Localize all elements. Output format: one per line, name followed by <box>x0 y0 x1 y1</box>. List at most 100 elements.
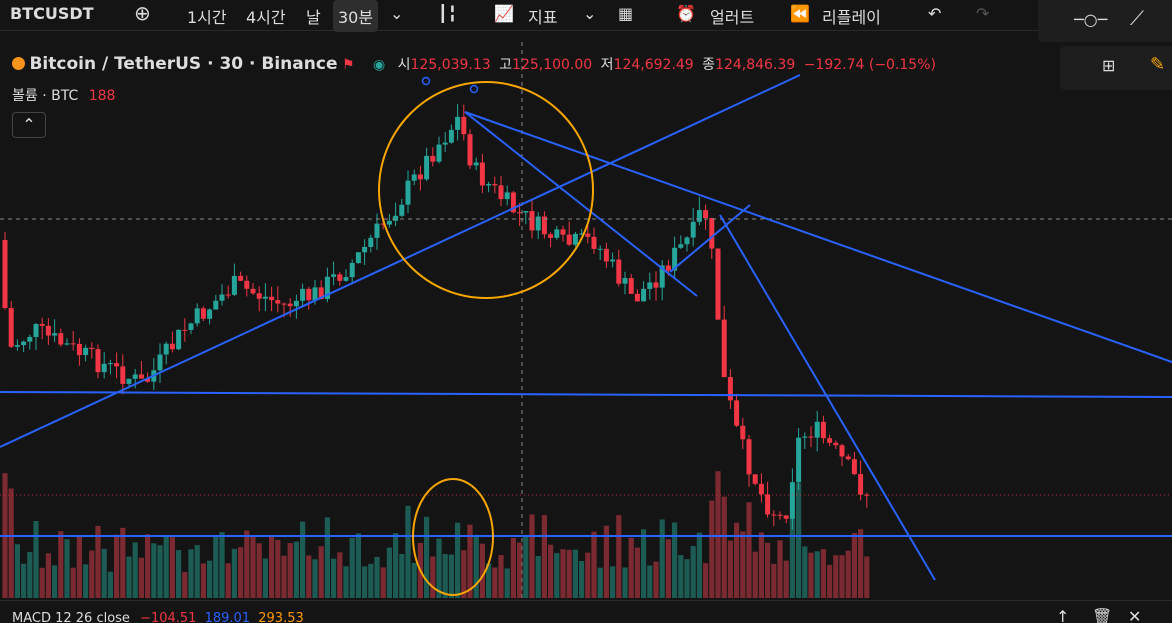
candle <box>188 323 194 330</box>
dropdown[interactable]: ⌄ <box>390 4 404 23</box>
candle <box>678 244 684 248</box>
candle <box>740 425 746 440</box>
volume-bar <box>126 556 132 598</box>
candle <box>560 229 566 235</box>
volume-bar <box>591 531 597 598</box>
interval-active[interactable]: 30분 <box>333 0 379 32</box>
candle <box>207 309 213 319</box>
alert-icon[interactable]: ⏰ <box>676 4 696 23</box>
candle <box>430 155 436 162</box>
volume-bar <box>746 502 752 598</box>
indicators[interactable]: 지표 <box>528 8 558 27</box>
symbol[interactable]: BTCUSDT <box>10 4 94 23</box>
highlight <box>412 478 494 596</box>
volume-bar <box>634 547 640 598</box>
volume-bar <box>21 563 27 598</box>
volume-bar <box>622 567 628 598</box>
undo[interactable]: ↶ <box>928 4 942 23</box>
symbol-title[interactable]: Bitcoin / TetherUS · 30 · Binance <box>29 54 338 74</box>
candle <box>771 514 777 516</box>
tool-object[interactable]: ⊞ <box>1102 56 1116 75</box>
volume-bar <box>858 529 864 598</box>
candle <box>529 211 535 231</box>
candle <box>479 162 485 186</box>
anchor <box>469 84 479 94</box>
volume-bar <box>405 505 411 598</box>
macd-hist: 293.53 <box>258 611 304 623</box>
volume-bar <box>796 483 802 598</box>
tool-pencil[interactable]: ✎ <box>1150 54 1166 75</box>
tool-line[interactable]: ─○─ <box>1074 10 1108 29</box>
volume-bar <box>399 553 405 598</box>
candle <box>393 215 399 221</box>
volume-bar <box>169 537 175 598</box>
candle <box>70 343 76 345</box>
volume-bar <box>262 558 268 598</box>
volume-bar <box>182 572 188 598</box>
volume-bar <box>275 539 281 598</box>
candle <box>814 421 820 438</box>
low: 124,692.49 <box>613 57 694 73</box>
candle <box>138 374 144 379</box>
chart-type[interactable]: ┃╏ <box>438 4 458 23</box>
volume-bar <box>585 552 591 598</box>
volume-bar <box>839 555 845 598</box>
pane-up[interactable]: ↑ <box>1056 607 1070 623</box>
volume-bar <box>58 531 64 598</box>
candle <box>523 211 529 213</box>
volume-bar <box>231 548 237 598</box>
volume-value: 188 <box>88 88 116 104</box>
indicators-icon[interactable]: 📈 <box>494 4 514 23</box>
replay[interactable]: 리플레이 <box>822 8 881 27</box>
candle <box>238 275 244 281</box>
dropdown[interactable]: ⌄ <box>583 4 597 23</box>
candle <box>182 329 188 331</box>
candle <box>200 308 206 319</box>
l-label: 저 <box>600 57 614 73</box>
volume-bar <box>659 519 665 598</box>
volume-bar <box>827 564 833 598</box>
replay-icon[interactable]: ⏪ <box>790 4 810 23</box>
volume-bar <box>151 543 157 598</box>
alert[interactable]: 얼러트 <box>710 8 755 27</box>
volume-bar <box>467 524 473 598</box>
volume-bar <box>176 550 182 598</box>
redo[interactable]: ↷ <box>976 4 990 23</box>
volume-bar <box>461 550 467 598</box>
interval[interactable]: 1시간 <box>187 8 227 27</box>
volume-bar <box>76 536 82 598</box>
tool-trend[interactable]: ⟋ <box>1130 6 1144 30</box>
candle <box>14 345 20 347</box>
candle <box>641 288 647 302</box>
drawing-toolbar: ─○─ ⟋ <box>1038 0 1172 42</box>
pane-delete[interactable]: 🗑 <box>1092 607 1113 623</box>
macd-legend: MACD 12 26 close −104.51 189.01 293.53 <box>12 611 304 623</box>
volume-bar <box>851 532 857 598</box>
volume-bar <box>380 567 386 598</box>
candle <box>293 300 299 307</box>
candle <box>709 217 715 249</box>
collapse-button[interactable]: ⌃ <box>12 112 46 138</box>
candle <box>262 296 268 299</box>
candle <box>628 278 634 294</box>
trend-line <box>464 111 698 297</box>
candle <box>789 482 795 519</box>
candle <box>833 442 839 446</box>
interval[interactable]: 날 <box>306 8 321 27</box>
candle <box>33 323 39 337</box>
volume-bar <box>765 542 771 598</box>
add-symbol[interactable]: ⊕ <box>134 1 151 25</box>
candle <box>244 280 250 289</box>
candle <box>120 366 126 384</box>
candle <box>622 278 628 284</box>
pane-close[interactable]: ✕ <box>1128 607 1142 623</box>
candle <box>603 248 609 262</box>
interval[interactable]: 4시간 <box>246 8 286 27</box>
candle <box>318 287 324 300</box>
candle <box>442 142 448 145</box>
volume-bar <box>554 553 560 598</box>
candle <box>616 259 622 284</box>
flag[interactable]: ⚑ <box>341 57 355 73</box>
layout[interactable]: ▦ <box>618 4 634 23</box>
